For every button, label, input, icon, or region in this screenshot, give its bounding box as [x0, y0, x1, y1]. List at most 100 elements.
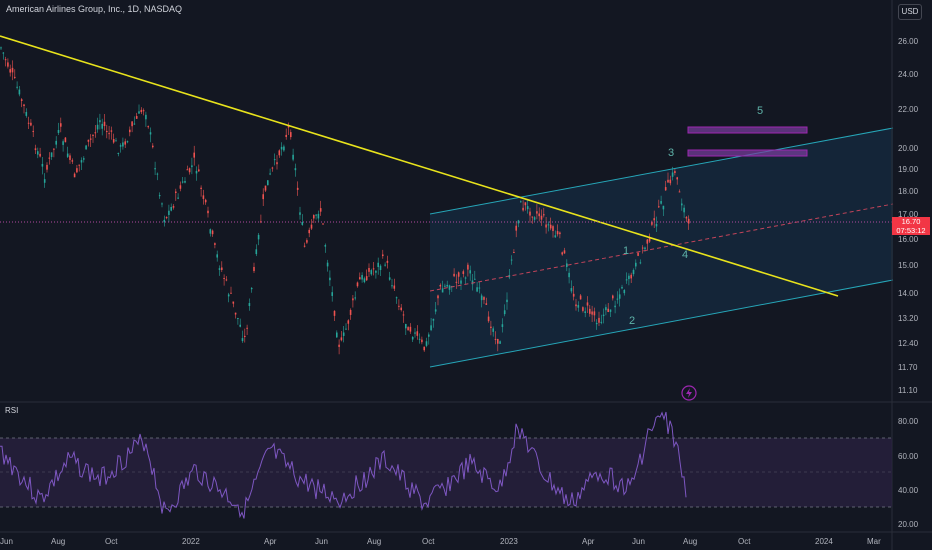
- candle-body: [331, 292, 333, 296]
- candle-body: [152, 145, 154, 148]
- candle-body: [405, 324, 407, 329]
- candle-body: [600, 321, 603, 323]
- candle-body: [37, 151, 39, 155]
- lightning-icon[interactable]: [681, 385, 697, 401]
- candle-body: [315, 214, 317, 216]
- candle-body: [193, 152, 195, 158]
- downtrend-line[interactable]: [0, 35, 839, 297]
- candle-body: [78, 164, 80, 166]
- candle-body: [4, 59, 7, 61]
- price-tick: 12.40: [898, 339, 919, 348]
- candle-body: [230, 292, 232, 294]
- candle-body: [232, 301, 235, 304]
- candle-body: [395, 297, 398, 299]
- candle-body: [685, 216, 688, 219]
- candle-body: [306, 240, 308, 243]
- candle-body: [549, 224, 552, 229]
- candle-body: [83, 158, 85, 160]
- target-box-lower[interactable]: [687, 149, 808, 157]
- price-axis[interactable]: 26.00 24.00 22.00 20.00 19.00 18.00 17.0…: [898, 37, 919, 395]
- candle-body: [372, 268, 375, 270]
- candle-body: [434, 309, 437, 312]
- candle-body: [149, 132, 152, 135]
- wave-label-1: 1: [623, 245, 629, 257]
- candle-body: [522, 207, 524, 211]
- candle-body: [188, 168, 191, 173]
- candle-body: [39, 153, 41, 157]
- candle-body: [112, 138, 115, 143]
- candle-body: [480, 295, 483, 301]
- candle-body: [218, 268, 221, 270]
- candle-body: [280, 146, 283, 150]
- candle-body: [418, 338, 421, 340]
- candle-body: [651, 221, 653, 225]
- candle-body: [543, 214, 545, 216]
- candle-body: [428, 334, 430, 337]
- target-box-upper[interactable]: [687, 126, 808, 134]
- candle-body: [448, 285, 451, 290]
- candle-body: [80, 160, 83, 163]
- channel-upper-line[interactable]: [429, 127, 894, 215]
- price-tick: 20.00: [898, 144, 919, 153]
- candle-body: [145, 114, 147, 120]
- candle-body: [455, 281, 458, 283]
- candle-body: [349, 309, 352, 315]
- candle-body: [605, 307, 607, 311]
- time-label: 2024: [815, 537, 833, 546]
- rsi-tick: 60.00: [898, 452, 919, 461]
- symbol-title[interactable]: American Airlines Group, Inc., 1D, NASDA…: [6, 4, 183, 14]
- time-label: Aug: [683, 537, 697, 546]
- price-tick: 14.00: [898, 289, 919, 298]
- candle-body: [163, 219, 166, 223]
- candle-body: [563, 250, 566, 254]
- time-label: Oct: [105, 537, 118, 546]
- candle-body: [264, 185, 267, 191]
- candle-body: [278, 150, 281, 156]
- candle-body: [46, 164, 48, 170]
- rsi-axis[interactable]: 80.00 60.00 40.00 20.00: [898, 417, 919, 529]
- time-label: 2023: [500, 537, 518, 546]
- candle-body: [589, 308, 591, 314]
- candle-body: [400, 307, 402, 311]
- candle-body: [285, 134, 287, 137]
- candle-body: [607, 308, 609, 312]
- candle-body: [577, 305, 580, 308]
- candle-body: [66, 153, 69, 157]
- candle-body: [632, 269, 635, 275]
- currency-button[interactable]: USD: [898, 4, 922, 20]
- candle-body: [595, 322, 598, 325]
- candle-body: [593, 311, 596, 316]
- candle-body: [119, 145, 122, 147]
- candle-body: [609, 309, 612, 312]
- candle-body: [110, 130, 113, 132]
- candle-body: [538, 213, 540, 217]
- candle-body: [612, 295, 614, 299]
- candle-body: [382, 254, 384, 257]
- candle-body: [126, 141, 129, 143]
- candle-body: [41, 163, 44, 167]
- candle-body: [490, 326, 492, 328]
- rsi-label[interactable]: RSI: [5, 406, 19, 415]
- candle-body: [510, 259, 513, 261]
- candle-body: [326, 262, 329, 267]
- candle-body: [411, 336, 414, 340]
- candle-body: [20, 99, 23, 102]
- candle-body: [446, 284, 448, 287]
- candle-body: [202, 195, 205, 199]
- candle-body: [94, 132, 97, 134]
- candle-body: [55, 140, 57, 145]
- channel-mid-line[interactable]: [429, 203, 894, 292]
- time-label: Apr: [264, 537, 277, 546]
- candle-body: [639, 262, 642, 264]
- channel-lower-line[interactable]: [429, 279, 894, 368]
- candle-body: [9, 69, 11, 73]
- candle-body: [416, 331, 419, 336]
- candle-body: [117, 152, 120, 154]
- time-axis[interactable]: Jun Aug Oct 2022 Apr Jun Aug Oct 2023 Ap…: [0, 537, 881, 546]
- candle-body: [676, 177, 678, 180]
- candle-body: [154, 168, 156, 170]
- candle-body: [30, 122, 32, 126]
- candle-body: [64, 137, 67, 143]
- time-label: Oct: [422, 537, 435, 546]
